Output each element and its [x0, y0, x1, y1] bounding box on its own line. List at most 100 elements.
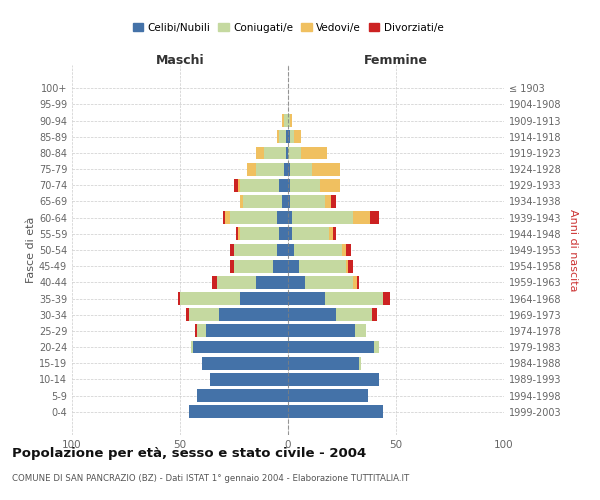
Bar [329, 228, 334, 240]
Legend: Celibi/Nubili, Coniugati/e, Vedovi/e, Divorziati/e: Celibi/Nubili, Coniugati/e, Vedovi/e, Di… [128, 18, 448, 36]
Bar [281, 114, 284, 127]
Bar [346, 244, 350, 256]
Bar [280, 130, 286, 143]
Bar [325, 292, 383, 305]
Bar [288, 389, 368, 402]
Bar [288, 324, 355, 338]
Bar [335, 308, 372, 321]
Bar [247, 162, 256, 175]
Bar [334, 228, 335, 240]
Text: COMUNE DI SAN PANCRAZIO (BZ) - Dati ISTAT 1° gennaio 2004 - Elaborazione TUTTITA: COMUNE DI SAN PANCRAZIO (BZ) - Dati ISTA… [12, 474, 409, 483]
Bar [284, 114, 288, 127]
Bar [374, 340, 379, 353]
Bar [210, 373, 288, 386]
Bar [325, 195, 331, 208]
Bar [277, 211, 288, 224]
Bar [295, 130, 301, 143]
Bar [305, 276, 353, 289]
Bar [234, 260, 273, 272]
Bar [187, 308, 188, 321]
Bar [331, 195, 335, 208]
Bar [288, 373, 379, 386]
Bar [238, 228, 241, 240]
Bar [288, 340, 374, 353]
Bar [280, 228, 288, 240]
Bar [292, 228, 329, 240]
Bar [223, 211, 226, 224]
Bar [286, 146, 288, 160]
Bar [193, 340, 288, 353]
Bar [372, 308, 377, 321]
Bar [212, 276, 217, 289]
Bar [342, 244, 346, 256]
Bar [288, 179, 290, 192]
Bar [273, 260, 288, 272]
Bar [357, 276, 359, 289]
Bar [206, 324, 288, 338]
Bar [288, 195, 290, 208]
Bar [288, 162, 290, 175]
Bar [236, 228, 238, 240]
Bar [197, 324, 206, 338]
Bar [226, 211, 230, 224]
Bar [230, 260, 234, 272]
Bar [217, 276, 256, 289]
Bar [202, 356, 288, 370]
Bar [290, 162, 312, 175]
Bar [288, 114, 290, 127]
Bar [288, 211, 292, 224]
Bar [288, 276, 305, 289]
Bar [288, 405, 383, 418]
Bar [230, 244, 234, 256]
Bar [288, 146, 301, 160]
Bar [188, 308, 219, 321]
Bar [359, 356, 361, 370]
Bar [349, 260, 353, 272]
Bar [277, 244, 288, 256]
Bar [256, 146, 264, 160]
Bar [288, 228, 292, 240]
Bar [383, 292, 389, 305]
Bar [312, 162, 340, 175]
Bar [355, 324, 366, 338]
Bar [286, 130, 288, 143]
Bar [288, 356, 359, 370]
Text: Maschi: Maschi [155, 54, 205, 68]
Bar [241, 179, 280, 192]
Bar [290, 195, 325, 208]
Bar [284, 162, 288, 175]
Bar [230, 211, 277, 224]
Bar [241, 195, 242, 208]
Bar [292, 211, 353, 224]
Bar [238, 179, 241, 192]
Text: Popolazione per età, sesso e stato civile - 2004: Popolazione per età, sesso e stato civil… [12, 448, 366, 460]
Bar [288, 244, 295, 256]
Bar [191, 340, 193, 353]
Bar [241, 292, 288, 305]
Bar [178, 292, 180, 305]
Bar [288, 260, 299, 272]
Bar [277, 130, 280, 143]
Bar [288, 130, 290, 143]
Bar [299, 260, 346, 272]
Bar [295, 244, 342, 256]
Bar [256, 276, 288, 289]
Bar [346, 260, 349, 272]
Bar [264, 146, 286, 160]
Bar [288, 292, 325, 305]
Bar [234, 179, 238, 192]
Bar [290, 114, 292, 127]
Y-axis label: Fasce di età: Fasce di età [26, 217, 36, 283]
Bar [256, 162, 284, 175]
Bar [234, 244, 277, 256]
Bar [290, 179, 320, 192]
Bar [353, 211, 370, 224]
Bar [197, 389, 288, 402]
Bar [370, 211, 379, 224]
Bar [301, 146, 327, 160]
Y-axis label: Anni di nascita: Anni di nascita [568, 209, 578, 291]
Bar [290, 130, 295, 143]
Bar [242, 195, 281, 208]
Bar [219, 308, 288, 321]
Bar [180, 292, 241, 305]
